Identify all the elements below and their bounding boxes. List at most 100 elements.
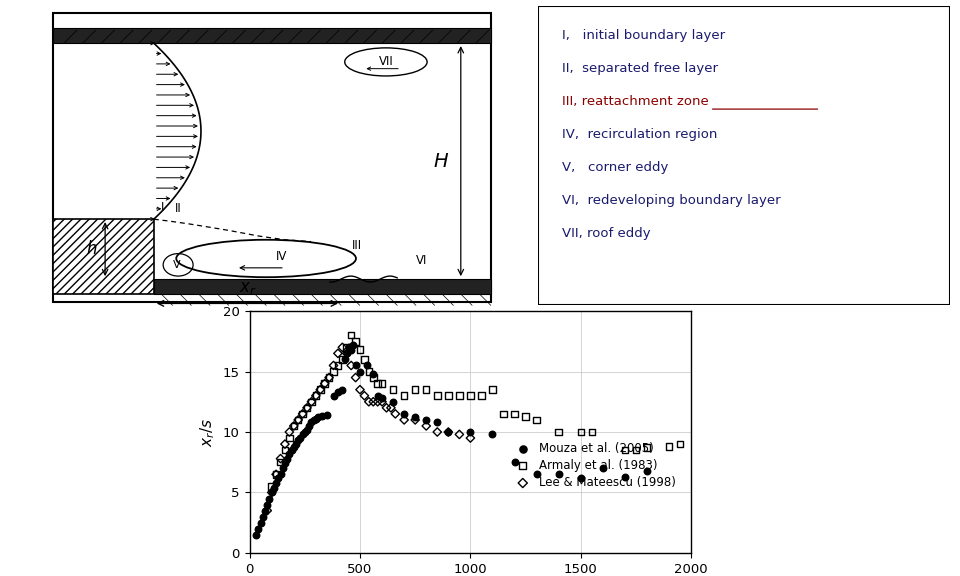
Mouza et al. (2005) — [249, 530, 264, 539]
Text: III, reattachment zone: III, reattachment zone — [563, 95, 709, 108]
Text: I: I — [160, 200, 164, 214]
Armaly et al. (1983) — [366, 373, 381, 382]
Armaly et al. (1983) — [335, 355, 350, 364]
Armaly et al. (1983) — [672, 439, 687, 449]
Armaly et al. (1983) — [584, 427, 599, 437]
Lee & Mateescu (1998) — [295, 409, 310, 418]
Mouza et al. (2005) — [315, 412, 330, 421]
Lee & Mateescu (1998) — [269, 470, 284, 479]
Lee & Mateescu (1998) — [383, 403, 398, 412]
Armaly et al. (1983) — [628, 446, 643, 455]
Mouza et al. (2005) — [348, 361, 363, 370]
Armaly et al. (1983) — [269, 470, 284, 479]
Armaly et al. (1983) — [277, 446, 293, 455]
Mouza et al. (2005) — [319, 411, 334, 420]
Mouza et al. (2005) — [306, 415, 322, 425]
Lee & Mateescu (1998) — [339, 349, 354, 358]
Mouza et al. (2005) — [407, 413, 422, 422]
Mouza et al. (2005) — [419, 415, 434, 425]
Mouza et al. (2005) — [253, 518, 269, 528]
Armaly et al. (1983) — [463, 391, 478, 400]
Mouza et al. (2005) — [374, 393, 390, 403]
Mouza et al. (2005) — [485, 430, 500, 439]
Text: VII, roof eddy: VII, roof eddy — [563, 227, 651, 240]
Mouza et al. (2005) — [595, 464, 611, 473]
Armaly et al. (1983) — [286, 422, 301, 431]
Armaly et al. (1983) — [300, 403, 315, 412]
Mouza et al. (2005) — [308, 414, 324, 423]
Text: VII: VII — [378, 55, 394, 69]
Lee & Mateescu (1998) — [264, 488, 279, 497]
Lee & Mateescu (1998) — [322, 373, 337, 382]
Lee & Mateescu (1998) — [407, 415, 422, 425]
Mouza et al. (2005) — [463, 427, 478, 437]
Armaly et al. (1983) — [361, 367, 376, 376]
Mouza et al. (2005) — [507, 457, 522, 467]
Text: $x_r$: $x_r$ — [239, 279, 256, 297]
Mouza et al. (2005) — [330, 388, 346, 397]
Mouza et al. (2005) — [346, 340, 361, 350]
Lee & Mateescu (1998) — [379, 403, 395, 412]
Armaly et al. (1983) — [308, 391, 324, 400]
Lee & Mateescu (1998) — [441, 427, 456, 437]
Mouza et al. (2005) — [286, 442, 301, 451]
Armaly et al. (1983) — [325, 367, 341, 376]
Mouza et al. (2005) — [301, 422, 317, 431]
Mouza et al. (2005) — [335, 385, 350, 395]
Armaly et al. (1983) — [396, 391, 412, 400]
Bar — [154, 279, 491, 294]
Text: V: V — [173, 260, 180, 270]
Lee & Mateescu (1998) — [348, 373, 363, 382]
Mouza et al. (2005) — [303, 418, 319, 427]
Mouza et al. (2005) — [352, 367, 368, 376]
Mouza et al. (2005) — [277, 459, 293, 468]
Mouza et al. (2005) — [300, 425, 315, 434]
Mouza et al. (2005) — [288, 439, 303, 449]
Text: VI: VI — [416, 254, 427, 267]
Text: VI,  redeveloping boundary layer: VI, redeveloping boundary layer — [563, 194, 781, 207]
Armaly et al. (1983) — [617, 446, 633, 455]
Lee & Mateescu (1998) — [374, 397, 390, 407]
Mouza et al. (2005) — [273, 470, 288, 479]
Lee & Mateescu (1998) — [286, 422, 301, 431]
Armaly et al. (1983) — [551, 427, 566, 437]
Mouza et al. (2005) — [269, 478, 284, 487]
Y-axis label: $x_r/s$: $x_r/s$ — [199, 418, 217, 446]
Mouza et al. (2005) — [441, 427, 456, 437]
Mouza et al. (2005) — [262, 494, 277, 503]
Mouza et al. (2005) — [359, 361, 374, 370]
Lee & Mateescu (1998) — [308, 391, 324, 400]
Armaly et al. (1983) — [352, 345, 368, 354]
Armaly et al. (1983) — [295, 409, 310, 418]
Mouza et al. (2005) — [366, 369, 381, 378]
Armaly et al. (1983) — [517, 412, 533, 421]
Mouza et al. (2005) — [266, 483, 281, 492]
Lee & Mateescu (1998) — [259, 506, 275, 515]
Lee & Mateescu (1998) — [429, 427, 444, 437]
Armaly et al. (1983) — [485, 385, 500, 395]
Lee & Mateescu (1998) — [396, 415, 412, 425]
Lee & Mateescu (1998) — [352, 385, 368, 395]
Mouza et al. (2005) — [617, 472, 633, 482]
Lee & Mateescu (1998) — [361, 397, 376, 407]
Text: IV: IV — [276, 250, 287, 263]
Text: $H$: $H$ — [433, 151, 449, 170]
Mouza et al. (2005) — [385, 397, 401, 407]
Mouza et al. (2005) — [639, 466, 655, 475]
Mouza et al. (2005) — [276, 464, 291, 473]
Lee & Mateescu (1998) — [419, 422, 434, 431]
Lee & Mateescu (1998) — [313, 385, 328, 395]
Lee & Mateescu (1998) — [291, 415, 306, 425]
Lee & Mateescu (1998) — [344, 361, 359, 370]
Lee & Mateescu (1998) — [317, 379, 332, 388]
Armaly et al. (1983) — [264, 482, 279, 491]
Text: V,   corner eddy: V, corner eddy — [563, 161, 669, 174]
Mouza et al. (2005) — [551, 470, 566, 479]
Armaly et al. (1983) — [495, 409, 511, 418]
Armaly et al. (1983) — [451, 391, 467, 400]
Bar — [53, 28, 491, 43]
Lee & Mateescu (1998) — [463, 433, 478, 442]
Mouza et al. (2005) — [344, 345, 359, 354]
Armaly et al. (1983) — [507, 409, 522, 418]
Lee & Mateescu (1998) — [366, 397, 381, 407]
